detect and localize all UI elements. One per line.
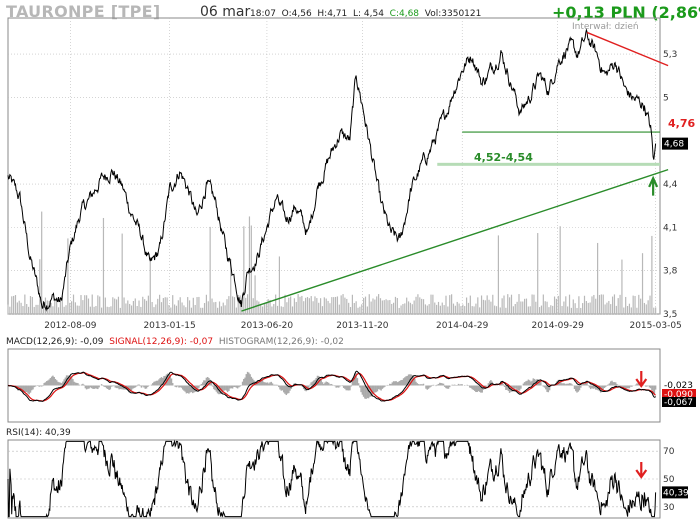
date-tick-label: 2014-09-29 [532,321,585,331]
rsi-y-axis: 70 50 30 40,39 [635,447,689,513]
date-tick-label: 2013-11-20 [336,321,389,331]
price-x-axis: 2012-08-09 2013-01-15 2013-06-20 2013-11-20… [44,321,682,331]
macd-line [7,370,656,402]
price-y-axis: 5,3 5 4,68 4,4 4,1 3,8 3,5 [662,50,688,320]
current-price-label: 4,68 [664,140,684,150]
date-tick-label: 2013-01-15 [143,321,195,331]
trendlines [241,31,669,312]
price-tick-label: 5,3 [663,50,677,60]
volume-bars [7,211,657,314]
support-band-label: 4,52-4,54 [474,151,533,164]
volume-value: Vol:3350121 [424,9,482,19]
rsi-legend: RSI(14): 40,39 [6,428,71,438]
price-change: +0,13 PLN (2,86%) [552,3,700,22]
macd-value-label: -0,023 [664,381,693,391]
date-tick-label: 2012-08-09 [44,321,97,331]
rsi-tick-label: 70 [663,447,675,457]
close-value: C:4,68 [389,9,420,19]
session-date: 06 mar [200,4,251,20]
date-tick-label: 2013-06-20 [241,321,294,331]
macd-legend-histogram: HISTOGRAM(12,26,9): -0,02 [218,337,344,347]
open-value: O:4,56 [281,9,312,19]
rsi-current-label: 40,39 [663,488,689,498]
ohlc-readout: 18:07 O:4,56 H:4,71 L: 4,54 C:4,68 Vol:3… [250,9,481,19]
resistance-label: 4,76 [668,117,695,130]
rsi-grid [8,450,660,508]
macd-histogram [8,371,657,399]
macd-value-label: -0,067 [664,398,693,408]
rsi-current-box [662,486,688,499]
macd-legend-macd: MACD(12,26,9): -0,09 [6,337,104,347]
down-arrow-icon [635,371,648,388]
price-tick-label: 3,5 [663,310,677,320]
date-tick-label: 2015-03-05 [629,321,681,331]
up-arrow-icon [648,175,659,196]
price-tick-label: 3,8 [663,267,678,277]
macd-legend: MACD(12,26,9): -0,09 SIGNAL(12,26,9): -0… [6,337,344,347]
rsi-tick-label: 50 [663,475,675,485]
macd-value-box [662,397,696,407]
current-price-box [662,137,688,150]
macd-value-box [662,380,696,390]
rsi-line [7,439,657,518]
price-tick-label: 4,1 [663,223,677,233]
macd-value-box [662,389,696,399]
date-tick-label: 2014-04-29 [436,321,489,331]
price-line [7,28,657,312]
low-value: L: 4,54 [352,9,384,19]
support-band [437,162,660,166]
interval-label: Interwał: dzień [572,22,639,32]
rsi-tick-label: 30 [663,503,675,513]
quote-time: 18:07 [250,9,276,19]
ticker-title: TAURONPE [TPE] [6,2,161,21]
macd-value-labels: -0,023-0,090-0,067 [635,371,696,408]
uptrend-line [241,168,669,312]
high-value: H:4,71 [317,9,348,19]
price-annotations: 4,76 4,52-4,54 [474,117,695,196]
macd-legend-signal: SIGNAL(12,26,9): -0,07 [109,337,214,347]
down-arrow-icon [635,462,648,479]
price-tick-label: 5 [663,93,669,103]
macd-value-label: -0,090 [664,390,693,400]
price-bands [437,131,660,166]
downtrend-line [586,31,669,67]
price-tick-label: 4,4 [663,180,678,190]
